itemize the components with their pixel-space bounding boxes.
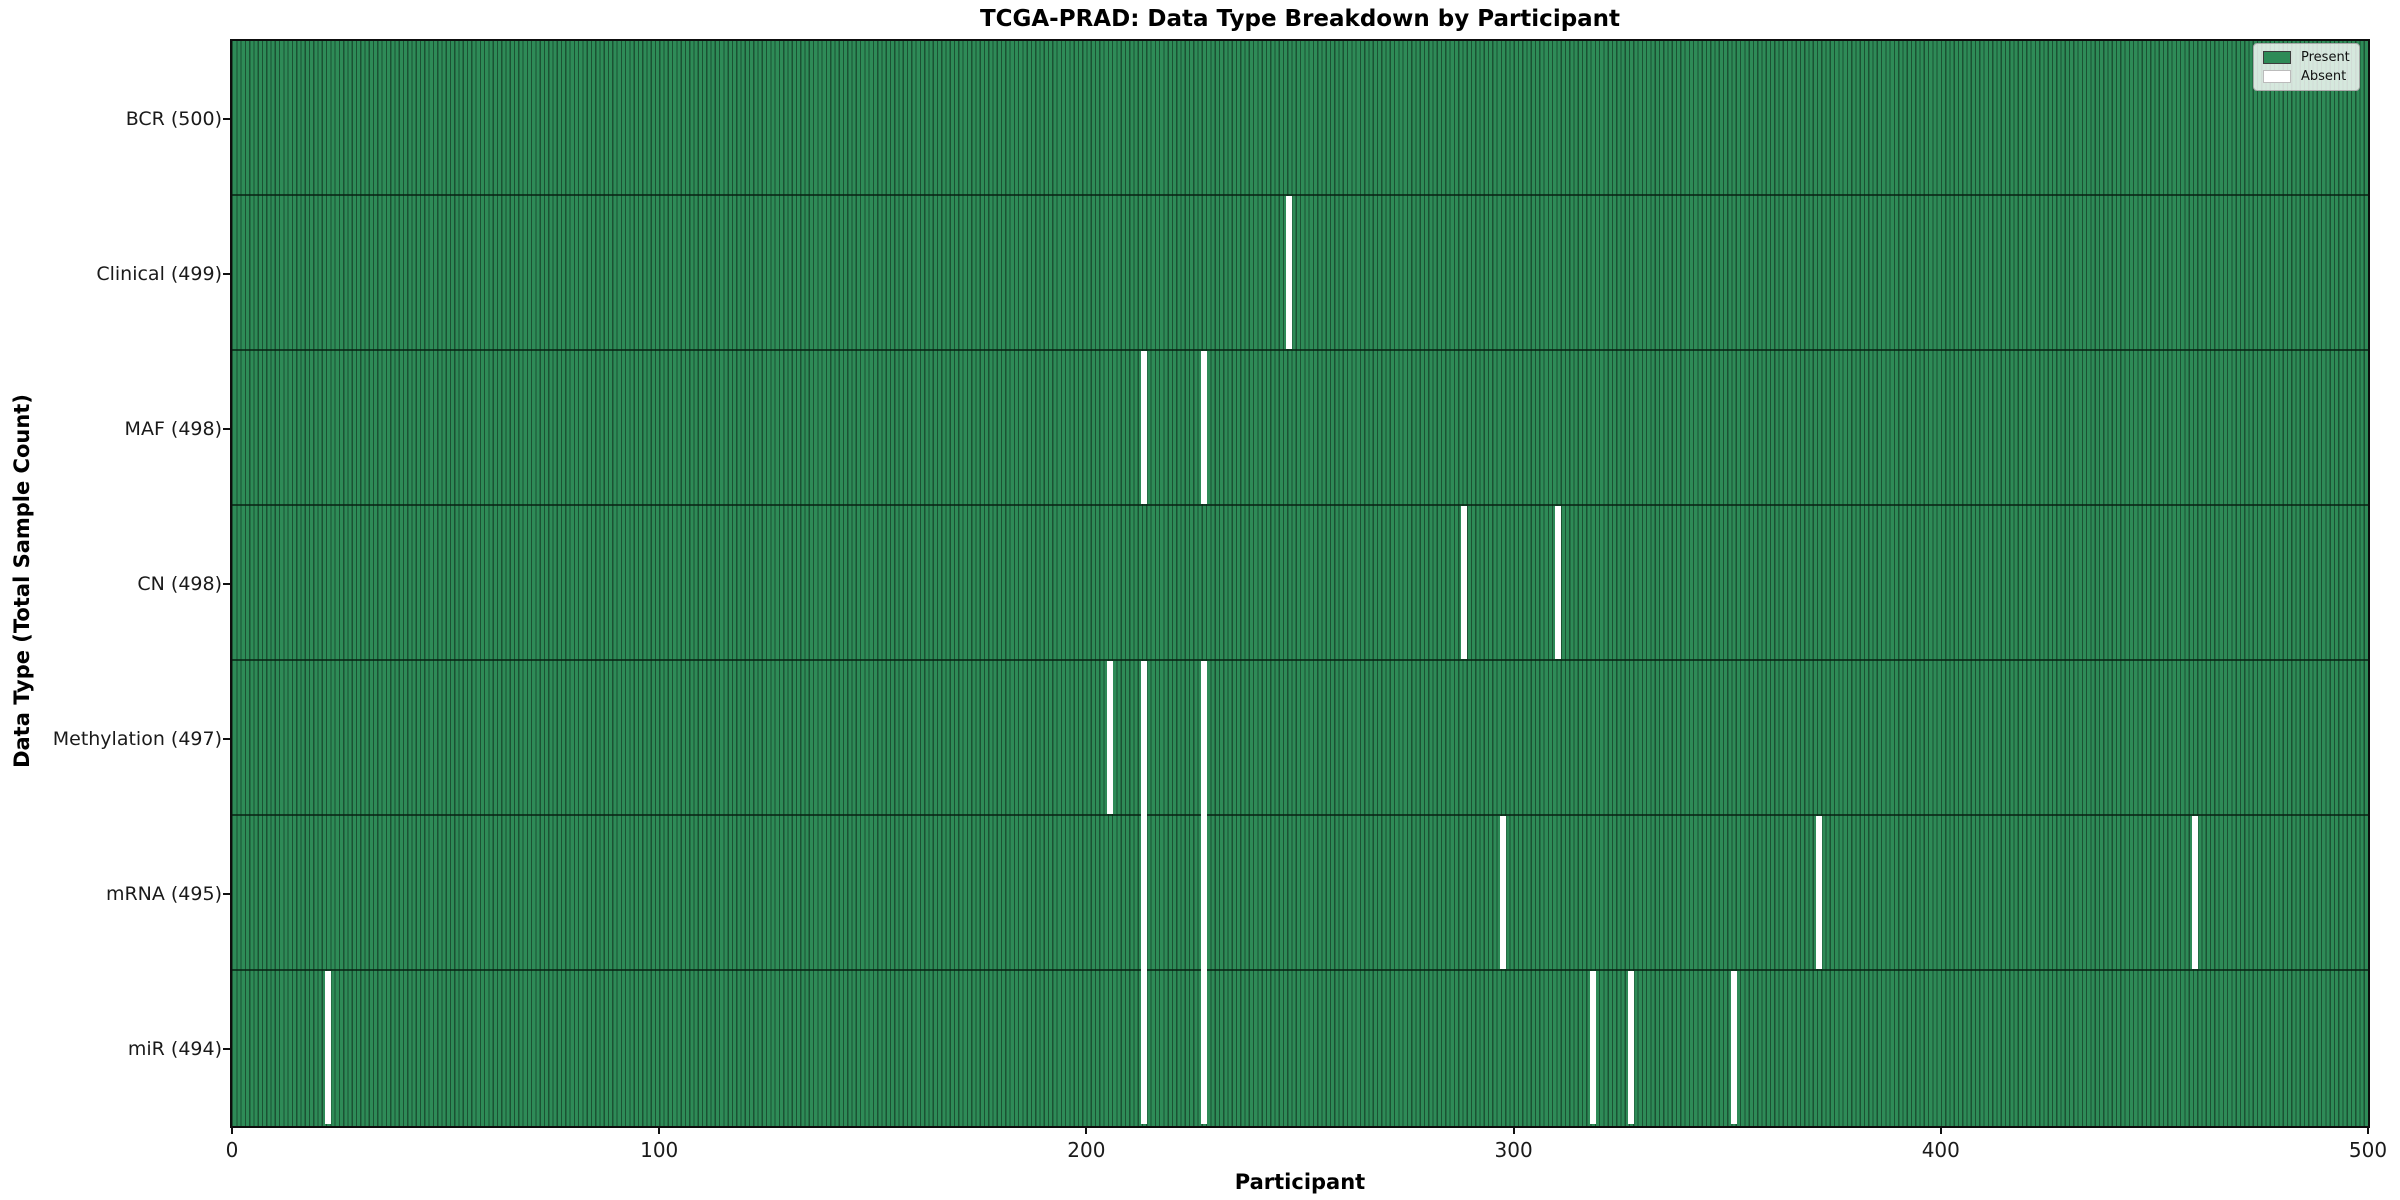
legend-entry-present: Present bbox=[2263, 50, 2350, 65]
absent-marker bbox=[1461, 506, 1468, 659]
y-tick-label-Clinical: Clinical (499) bbox=[96, 262, 222, 285]
x-tick-mark bbox=[1939, 1126, 1942, 1134]
y-tick-label-miR: miR (494) bbox=[127, 1037, 222, 1060]
legend-swatch-absent bbox=[2263, 70, 2291, 83]
x-tick-label-400: 400 bbox=[1921, 1138, 1960, 1162]
heatmap-row-CN bbox=[232, 506, 2368, 661]
absent-marker bbox=[1555, 506, 1562, 659]
x-tick-mark bbox=[2367, 1126, 2369, 1134]
absent-marker bbox=[1141, 351, 1148, 504]
absent-marker bbox=[1200, 816, 1207, 973]
legend-label: Absent bbox=[2301, 69, 2347, 84]
heatmap-row-Clinical bbox=[232, 196, 2368, 351]
absent-marker bbox=[1200, 971, 1207, 1124]
heatmap-row-Methylation bbox=[232, 661, 2368, 818]
y-tick-label-BCR: BCR (500) bbox=[125, 107, 222, 130]
y-tick-mark bbox=[223, 427, 230, 430]
x-tick-mark bbox=[231, 1126, 233, 1134]
absent-marker bbox=[1141, 971, 1148, 1124]
absent-marker bbox=[1589, 971, 1596, 1124]
x-tick-label-100: 100 bbox=[640, 1138, 679, 1162]
absent-marker bbox=[1200, 661, 1207, 818]
absent-marker bbox=[1106, 661, 1113, 814]
x-tick-mark bbox=[1085, 1126, 1088, 1134]
y-tick-label-CN: CN (498) bbox=[137, 572, 222, 595]
legend-swatch-present bbox=[2263, 51, 2291, 64]
y-tick-mark bbox=[223, 582, 230, 585]
heatmap-row-mRNA bbox=[232, 816, 2368, 973]
x-tick-mark bbox=[1512, 1126, 1515, 1134]
legend-entry-absent: Absent bbox=[2263, 69, 2350, 84]
heatmap-row-MAF bbox=[232, 351, 2368, 506]
y-tick-mark bbox=[223, 117, 230, 120]
y-tick-mark bbox=[223, 737, 230, 740]
x-axis-title: Participant bbox=[1234, 1170, 1366, 1194]
legend: Present Absent bbox=[2253, 43, 2360, 91]
absent-marker bbox=[1141, 661, 1148, 818]
x-tick-label-300: 300 bbox=[1494, 1138, 1533, 1162]
y-tick-label-Methylation: Methylation (497) bbox=[52, 727, 222, 750]
absent-marker bbox=[1141, 816, 1148, 973]
absent-marker bbox=[325, 971, 332, 1124]
y-tick-mark bbox=[223, 272, 230, 275]
absent-marker bbox=[1628, 971, 1635, 1124]
x-tick-mark bbox=[658, 1126, 661, 1134]
absent-marker bbox=[2191, 816, 2198, 969]
y-tick-mark bbox=[223, 1047, 230, 1050]
absent-marker bbox=[1286, 196, 1293, 349]
plot-area bbox=[230, 39, 2370, 1128]
absent-marker bbox=[1816, 816, 1823, 969]
y-tick-label-mRNA: mRNA (495) bbox=[105, 882, 222, 905]
y-tick-label-MAF: MAF (498) bbox=[124, 417, 222, 440]
absent-marker bbox=[1200, 351, 1207, 504]
absent-marker bbox=[1499, 816, 1506, 969]
absent-marker bbox=[1730, 971, 1737, 1124]
chart-title: TCGA-PRAD: Data Type Breakdown by Partic… bbox=[979, 6, 1621, 32]
y-tick-mark bbox=[223, 892, 230, 895]
x-tick-label-0: 0 bbox=[225, 1138, 239, 1162]
heatmap-row-miR bbox=[232, 971, 2368, 1126]
x-tick-label-500: 500 bbox=[2348, 1138, 2388, 1162]
legend-label: Present bbox=[2301, 50, 2350, 65]
heatmap-row-BCR bbox=[232, 41, 2368, 196]
x-tick-label-200: 200 bbox=[1067, 1138, 1106, 1162]
